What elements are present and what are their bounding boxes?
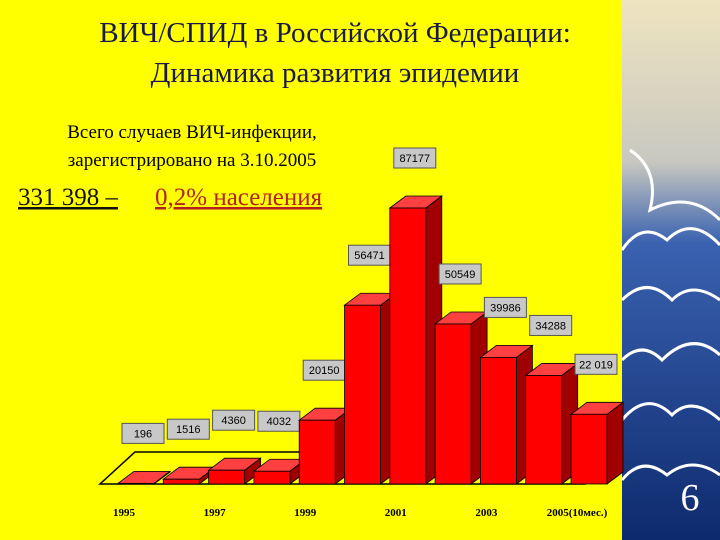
note: Всего случаев ВИЧ-инфекции, — [67, 122, 317, 143]
value-label-box — [483, 296, 527, 318]
chart: 196 1995 1516 4360 1997 4032 20150 1999 56471 871… — [113, 147, 625, 519]
bar — [479, 357, 517, 485]
bar-side — [606, 401, 624, 485]
value-label: 56471 — [354, 250, 385, 262]
value-label-box — [574, 353, 618, 375]
bar — [344, 304, 381, 485]
wave-picture — [622, 0, 720, 540]
bar — [162, 478, 200, 485]
value-label: 4360 — [221, 415, 245, 427]
x-tick-label: 2005(10мес.) — [547, 507, 608, 519]
x-tick-label: 2003 — [475, 507, 498, 519]
value-label-box — [212, 409, 256, 431]
value-label-box — [121, 422, 165, 444]
bar — [117, 482, 155, 485]
value-label-box — [393, 147, 437, 169]
bar — [570, 413, 608, 485]
value-label: 50549 — [445, 269, 476, 281]
value-label: 1516 — [176, 424, 200, 436]
total: 331 398 – — [18, 184, 119, 211]
x-tick-label: 1997 — [204, 507, 227, 519]
bar — [389, 207, 427, 485]
value-label: 39986 — [490, 302, 521, 314]
slide-number: 6 — [681, 477, 700, 519]
bar — [253, 470, 291, 485]
value-label: 22 019 — [579, 359, 613, 371]
wave-lines — [620, 148, 720, 481]
title: ВИЧ/СПИД в Российской Федерации: — [99, 17, 571, 49]
value-label: 20150 — [309, 365, 340, 377]
bar — [208, 469, 246, 485]
value-label-box — [529, 314, 573, 336]
value-label: 196 — [134, 428, 152, 440]
x-tick-label: 1995 — [113, 507, 136, 519]
share: 0,2% населения — [155, 184, 323, 211]
bar — [434, 323, 472, 485]
x-tick-label: 2001 — [385, 507, 407, 519]
note: зарегистрировано на 3.10.2005 — [68, 150, 316, 171]
value-label-box — [438, 263, 482, 285]
value-label: 34288 — [535, 320, 566, 332]
bar — [298, 419, 336, 485]
value-label: 4032 — [267, 416, 291, 428]
bar — [525, 375, 563, 485]
x-tick-label: 1999 — [294, 507, 317, 519]
title: Динамика развития эпидемии — [151, 57, 520, 89]
value-label: 87177 — [400, 153, 431, 165]
value-label-box — [166, 418, 210, 440]
